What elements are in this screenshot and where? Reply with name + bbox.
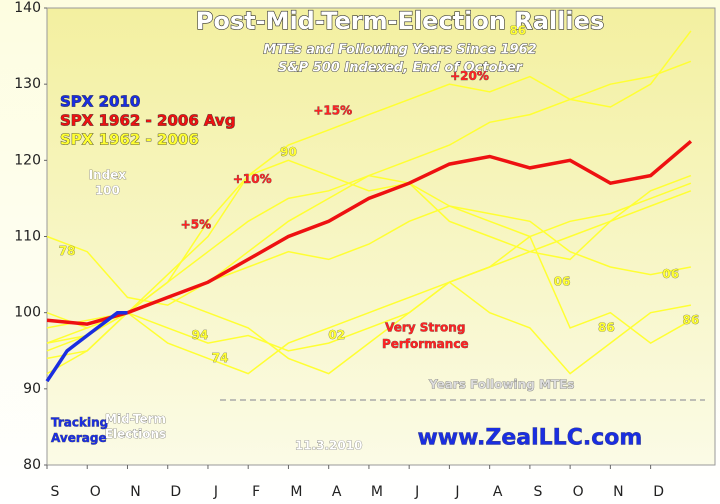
x-tick-label: S [51, 484, 60, 500]
x-tick-label: N [130, 484, 140, 500]
y-tick-label: 130 [14, 76, 41, 92]
yellow-line [46, 281, 692, 375]
chart-title: Post-Mid-Term-Election Rallies [196, 7, 604, 35]
annotation: Mid-Term [105, 412, 166, 426]
x-tick-label: N [613, 484, 623, 500]
y-tick-label: 100 [14, 305, 41, 321]
annotation: +5% [181, 218, 211, 232]
x-tick-label: J [414, 484, 419, 500]
annotation: Index [89, 168, 127, 182]
annotation: +10% [233, 172, 272, 186]
subtitle: S&P 500 Indexed, End of October [278, 61, 524, 76]
annotation: 02 [328, 328, 345, 342]
y-tick-label: 110 [14, 229, 41, 245]
x-tick-label: J [213, 484, 218, 500]
annotation: 86 [598, 320, 615, 334]
y-tick-label: 90 [23, 381, 41, 397]
x-tick-label: M [290, 484, 302, 500]
x-tick-label: O [90, 484, 101, 500]
x-tick-label: A [332, 484, 342, 500]
annotation: 86 [683, 313, 700, 327]
annotation: 94 [192, 328, 209, 342]
annotation: 74 [212, 351, 229, 365]
marks [45, 30, 693, 383]
y-tick-label: 80 [23, 457, 41, 473]
annotation: +20% [450, 69, 489, 83]
annotation: Years Following MTEs [428, 378, 574, 392]
x-tick-label: A [493, 484, 503, 500]
annotation: Elections [105, 427, 166, 441]
annotation: 06 [662, 267, 679, 281]
annotation: Very Strong [385, 320, 465, 334]
annotation: +15% [313, 103, 352, 117]
annotation: 86 [509, 23, 526, 37]
legend-entry: SPX 1962 - 2006 [60, 131, 199, 149]
x-tick-label: D [653, 484, 664, 500]
x-tick-label: M [371, 484, 383, 500]
legend-entry: SPX 2010 [60, 93, 140, 111]
annotation: 100 [95, 183, 120, 197]
annotation: Tracking [51, 416, 108, 430]
x-tick-label: J [454, 484, 459, 500]
x-tick-label: F [252, 484, 260, 500]
annotation: Average [51, 431, 107, 445]
yellow-line [46, 174, 692, 344]
annotation: www.ZealLLC.com [417, 425, 642, 450]
series-line [46, 139, 693, 326]
annotation: 78 [59, 244, 76, 258]
annotation: Performance [382, 337, 469, 351]
series-line [45, 310, 128, 383]
y-tick-label: 140 [14, 0, 41, 16]
annotation: 90 [280, 145, 297, 159]
yellow-line [46, 159, 692, 329]
annotation: 06 [554, 275, 571, 289]
x-tick-label: O [573, 484, 584, 500]
x-tick-label: S [533, 484, 542, 500]
subtitle: MTEs and Following Years Since 1962 [263, 43, 536, 58]
x-tick-label: D [170, 484, 181, 500]
yellow-line [46, 182, 692, 352]
annotation: 11.3.2010 [295, 438, 363, 452]
legend-entry: SPX 1962 - 2006 Avg [60, 112, 236, 130]
y-tick-label: 120 [14, 152, 41, 168]
